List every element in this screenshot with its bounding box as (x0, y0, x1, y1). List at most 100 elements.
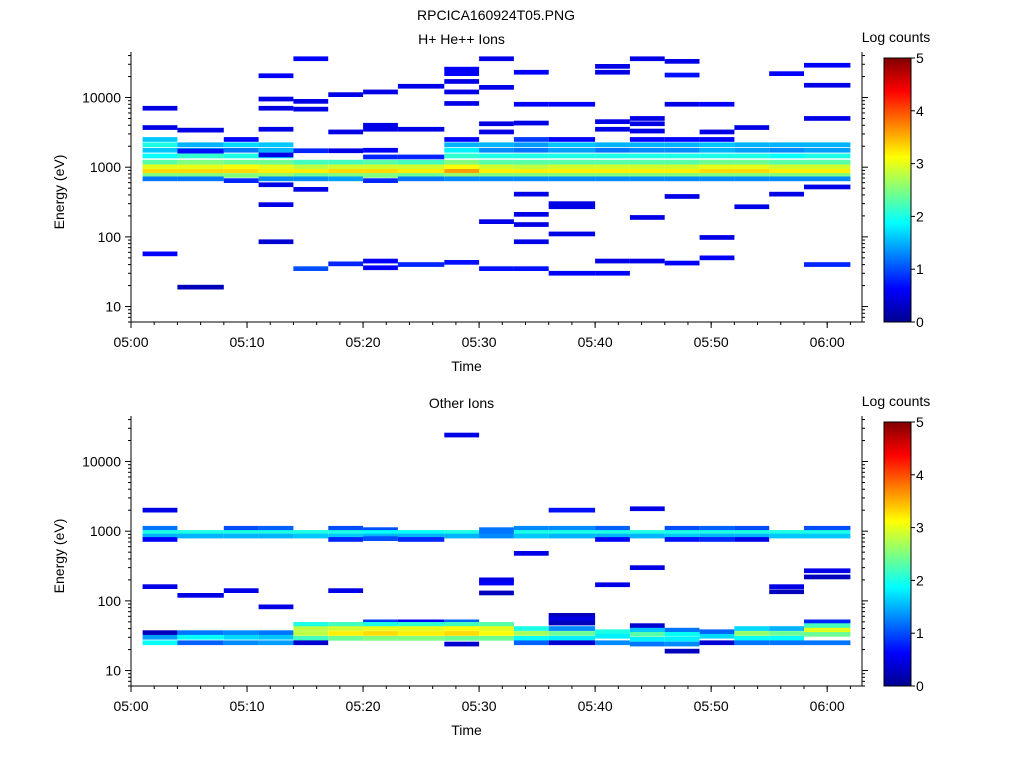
heatmap-cell (328, 631, 364, 636)
heatmap-cell (328, 636, 364, 641)
heatmap-cell (293, 176, 329, 182)
heatmap-cell (664, 101, 700, 107)
heatmap-cell (258, 126, 294, 132)
heatmap-cell (363, 265, 398, 271)
heatmap-cell (258, 630, 294, 635)
heatmap-cell (595, 629, 630, 635)
heatmap-cell (479, 219, 514, 224)
heatmap-cell (664, 72, 700, 78)
heatmap-cell (664, 260, 700, 266)
heatmap-cell (363, 622, 398, 627)
heatmap-cell (328, 261, 364, 267)
heatmap-cell (293, 187, 329, 192)
heatmap-cell (595, 126, 630, 132)
heatmap-cell (258, 105, 294, 111)
heatmap-cell (444, 622, 480, 627)
heatmap-cell (479, 176, 514, 182)
heatmap-cell (223, 178, 259, 183)
heatmap-cell (142, 137, 178, 142)
colorbar-tick-label: 5 (916, 50, 924, 66)
heatmap-cell (363, 626, 398, 631)
heatmap-cell (397, 173, 445, 178)
heatmap-cell (479, 631, 514, 636)
heatmap-cell (328, 525, 364, 531)
heatmap-cell (513, 636, 549, 641)
heatmap-cell (397, 619, 445, 625)
heatmap-cell (513, 640, 549, 646)
heatmap-cell (479, 527, 514, 532)
heatmap-cell (664, 164, 700, 170)
heatmap-cell (513, 631, 549, 636)
heatmap-cell (258, 152, 294, 158)
colorbar-label: Log counts (862, 29, 931, 45)
heatmap-cell (548, 507, 596, 513)
y-tick-label: 100 (98, 593, 122, 609)
heatmap-cell (804, 116, 851, 121)
heatmap-cell (397, 126, 445, 132)
heatmap-cell (734, 173, 770, 178)
heatmap-cell (479, 147, 514, 153)
heatmap-cell (734, 525, 770, 531)
heatmap-cell (595, 537, 630, 542)
heatmap-cell (444, 533, 480, 539)
heatmap-cell (142, 525, 178, 531)
heatmap-cell (293, 56, 329, 62)
heatmap-cell (734, 125, 770, 130)
heatmap-cell (223, 164, 259, 170)
heatmap-cell (177, 634, 224, 640)
heatmap-cell (444, 147, 480, 153)
heatmap-cell (177, 153, 224, 159)
figure-title: RPCICA160924T05.PNG (417, 7, 575, 23)
heatmap-cell (804, 568, 851, 574)
panel-title: Other Ions (429, 395, 494, 411)
heatmap-cell (769, 159, 804, 165)
heatmap-cell (444, 71, 480, 76)
heatmap-cell (223, 640, 259, 646)
heatmap-cell (548, 616, 596, 622)
heatmap-cell (699, 129, 735, 135)
heatmap-cell (769, 191, 804, 197)
heatmap-cell (177, 169, 224, 174)
heatmap-cell (769, 631, 804, 636)
heatmap-cell (629, 137, 665, 142)
heatmap-cell (444, 79, 480, 84)
heatmap-cell (595, 633, 630, 639)
heatmap-cell (664, 637, 700, 642)
heatmap-cell (513, 626, 549, 631)
heatmap-cell (664, 59, 700, 64)
heatmap-cell (397, 636, 445, 641)
heatmap-cell (548, 533, 596, 539)
heatmap-cell (397, 176, 445, 182)
heatmap-cell (397, 262, 445, 267)
heatmap-cell (397, 631, 445, 636)
colorbar-tick-label: 5 (916, 414, 924, 430)
heatmap-cell (479, 173, 514, 178)
heatmap-cell (363, 178, 398, 183)
heatmap-cell (142, 251, 178, 257)
heatmap-cell (769, 164, 804, 170)
x-tick-label: 05:50 (694, 334, 729, 350)
heatmap-cell (769, 584, 804, 589)
heatmap-cell (595, 169, 630, 174)
heatmap-cell (223, 173, 259, 178)
heatmap-cell (258, 182, 294, 188)
heatmap-cell (548, 169, 596, 174)
heatmap-cell (293, 169, 329, 174)
heatmap-cell (328, 530, 364, 535)
heatmap-cell (444, 530, 480, 535)
heatmap-cell (629, 641, 665, 647)
heatmap-cell (258, 159, 294, 165)
heatmap-cell (629, 533, 665, 539)
heatmap-cell (363, 258, 398, 264)
heatmap-cells (142, 432, 851, 654)
heatmap-cell (223, 630, 259, 635)
heatmap-cell (513, 239, 549, 245)
heatmap-cell (804, 62, 851, 68)
heatmap-cell (664, 169, 700, 174)
heatmap-cell (363, 122, 398, 128)
heatmap-cell (595, 153, 630, 159)
heatmap-cell (363, 169, 398, 174)
heatmap-cell (629, 142, 665, 148)
heatmap-cell (479, 121, 514, 127)
